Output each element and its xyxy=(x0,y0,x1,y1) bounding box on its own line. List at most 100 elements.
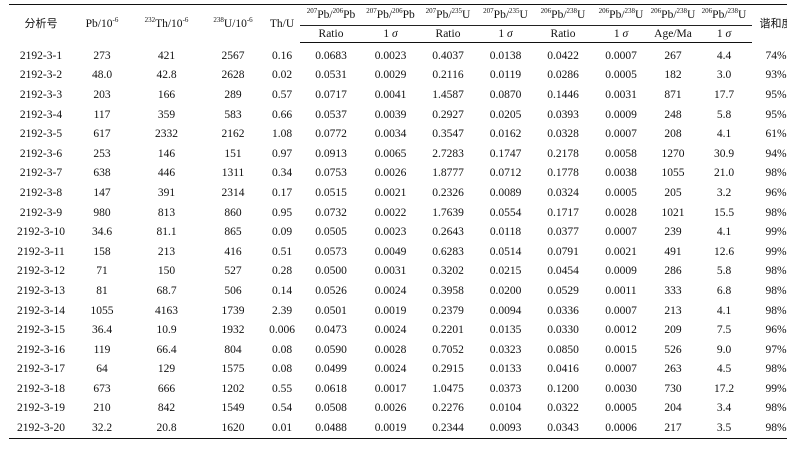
cell-age: 263 xyxy=(664,363,682,376)
cell-age: 213 xyxy=(664,304,682,317)
cell-206pb-238u-1sigma: 0.0005 xyxy=(605,69,637,82)
cell-207pb-235u-1sigma: 0.0200 xyxy=(489,284,522,297)
table-row: 2192-3-19 210 842 1549 0.54 0.0508 0.0026 0.227… xyxy=(9,399,787,419)
cell-th: 842 xyxy=(157,402,176,415)
cell-206pb-238u-ratio: 0.0324 xyxy=(547,186,579,199)
cell-207pb-235u-ratio: 0.2915 xyxy=(432,363,464,376)
cell-207pb-235u-1sigma: 0.0712 xyxy=(489,167,522,180)
cell-age: 208 xyxy=(664,128,682,141)
table-row: 2192-3-18 673 666 1202 0.55 0.0618 0.0017 1.047… xyxy=(9,379,787,399)
cell-207pb-206pb-ratio: 0.0473 xyxy=(315,324,347,337)
cell-207pb-206pb-ratio: 0.0499 xyxy=(315,363,347,376)
cell-th-u: 0.95 xyxy=(271,206,293,219)
cell-age: 204 xyxy=(664,402,682,415)
cell-207pb-235u-ratio: 0.2344 xyxy=(419,418,477,439)
cell-age: 248 xyxy=(664,108,682,121)
cell-age-1sigma: 17.7 xyxy=(713,88,735,101)
cell-206pb-238u-1sigma: 0.0011 xyxy=(605,284,637,297)
cell-th: 213 xyxy=(157,245,176,258)
cell-age-1sigma: 3.2 xyxy=(716,186,732,199)
cell-analysis-no: 2192-3-2 xyxy=(19,69,63,82)
cell-206pb-238u-ratio: 0.0330 xyxy=(547,324,579,337)
cell-207pb-206pb-ratio: 0.0515 xyxy=(315,186,347,199)
cell-pb: 81 xyxy=(96,284,108,297)
cell-age: 182 xyxy=(664,69,682,82)
cell-age: 1055 xyxy=(661,167,685,180)
cell-pb: 253 xyxy=(93,147,111,160)
cell-207pb-235u-ratio: 0.2276 xyxy=(432,402,464,415)
cell-concordance: 97% xyxy=(765,343,787,356)
col-header-207pb-235u: 207Pb/235U xyxy=(419,4,477,26)
cell-pb: 980 xyxy=(93,206,111,219)
cell-207pb-235u-ratio: 0.7052 xyxy=(432,343,464,356)
cell-pb: 617 xyxy=(93,128,111,141)
cell-concordance: 99% xyxy=(765,245,787,258)
cell-207pb-235u-ratio: 1.4587 xyxy=(432,88,464,101)
cell-207pb-206pb-1sigma: 0.0019 xyxy=(374,304,407,317)
cell-th: 421 xyxy=(157,49,176,62)
cell-206pb-238u-ratio: 0.1200 xyxy=(547,382,579,395)
cell-206pb-238u-1sigma: 0.0030 xyxy=(605,382,637,395)
cell-207pb-206pb-1sigma: 0.0034 xyxy=(374,128,407,141)
col-header-pb: Pb/10-6 xyxy=(73,4,131,43)
cell-206pb-238u-1sigma: 0.0028 xyxy=(605,206,637,219)
cell-207pb-235u-1sigma: 0.0118 xyxy=(489,226,522,239)
col-header-concordance: 谐和度 xyxy=(752,4,787,43)
cell-th: 129 xyxy=(157,363,176,376)
header-row-top: 分析号 Pb/10-6 232Th/10-6 238U/10-6 Th/U 20… xyxy=(9,4,787,43)
cell-207pb-206pb-1sigma: 0.0028 xyxy=(374,343,407,356)
table-row: 2192-3-11 158 213 416 0.51 0.0573 0.0049 0.6283… xyxy=(9,242,787,262)
cell-206pb-238u-ratio: 0.0286 xyxy=(547,69,579,82)
cell-206pb-238u-1sigma: 0.0015 xyxy=(605,343,637,356)
cell-age: 491 xyxy=(664,245,682,258)
cell-207pb-206pb-1sigma: 0.0026 xyxy=(374,167,407,180)
cell-th-u: 0.02 xyxy=(271,69,293,82)
cell-206pb-238u-ratio: 0.0377 xyxy=(547,226,579,239)
table-row: 2192-3-8 147 391 2314 0.17 0.0515 0.0021 0.2326… xyxy=(9,183,787,203)
table-row: 2192-3-15 36.4 10.9 1932 0.006 0.0473 0.0024 0.… xyxy=(9,320,787,340)
cell-207pb-206pb-1sigma: 0.0041 xyxy=(374,88,407,101)
cell-analysis-no: 2192-3-20 xyxy=(9,418,73,439)
cell-207pb-235u-1sigma: 0.0373 xyxy=(489,382,522,395)
cell-207pb-206pb-ratio: 0.0753 xyxy=(315,167,347,180)
cell-207pb-206pb-1sigma: 0.0017 xyxy=(374,382,407,395)
cell-207pb-206pb-1sigma: 0.0065 xyxy=(374,147,407,160)
cell-u: 1549 xyxy=(221,402,245,415)
cell-concordance: 98% xyxy=(765,265,787,278)
cell-age-1sigma: 3.4 xyxy=(716,402,732,415)
table-row: 2192-3-4 117 359 583 0.66 0.0537 0.0039 0.2927 0… xyxy=(9,105,787,125)
cell-206pb-238u-1sigma: 0.0009 xyxy=(605,265,637,278)
cell-207pb-235u-1sigma: 0.0215 xyxy=(489,265,522,278)
cell-analysis-no: 2192-3-15 xyxy=(17,324,65,337)
cell-analysis-no: 2192-3-7 xyxy=(19,167,63,180)
cell-207pb-235u-ratio: 2.7283 xyxy=(432,147,464,160)
cell-206pb-238u-1sigma: 0.0021 xyxy=(605,245,637,258)
cell-u: 2314 xyxy=(221,186,245,199)
cell-concordance: 94% xyxy=(765,147,787,160)
cell-pb: 638 xyxy=(93,167,111,180)
cell-age: 526 xyxy=(664,343,682,356)
cell-pb: 119 xyxy=(93,343,111,356)
cell-analysis-no: 2192-3-19 xyxy=(17,402,65,415)
table-row: 2192-3-17 64 129 1575 0.08 0.0499 0.0024 0.2915… xyxy=(9,360,787,380)
cell-pb: 273 xyxy=(93,49,111,62)
cell-206pb-238u-ratio: 0.0850 xyxy=(547,343,579,356)
cell-age-1sigma: 4.1 xyxy=(716,128,732,141)
cell-207pb-206pb-ratio: 0.0618 xyxy=(315,382,347,395)
cell-206pb-238u-1sigma: 0.0005 xyxy=(605,186,637,199)
cell-207pb-235u-ratio: 1.0475 xyxy=(432,382,464,395)
cell-concordance: 61% xyxy=(765,128,787,141)
sub-header-1sigma: 1 σ xyxy=(477,25,534,43)
cell-concordance: 98% xyxy=(765,402,787,415)
cell-concordance: 98% xyxy=(765,363,787,376)
cell-207pb-206pb-ratio: 0.0913 xyxy=(315,147,347,160)
table-row: 2192-3-9 980 813 860 0.95 0.0732 0.0022 1.7639 0… xyxy=(9,203,787,223)
cell-th: 10.9 xyxy=(156,324,177,337)
sub-header-1sigma: 1 σ xyxy=(362,25,419,43)
cell-pb: 32.2 xyxy=(73,418,131,439)
cell-th: 813 xyxy=(157,206,176,219)
cell-pb: 71 xyxy=(96,265,108,278)
col-header-206pb-238u: 206Pb/238U xyxy=(534,4,592,26)
sub-header-ratio: Ratio xyxy=(419,25,477,43)
